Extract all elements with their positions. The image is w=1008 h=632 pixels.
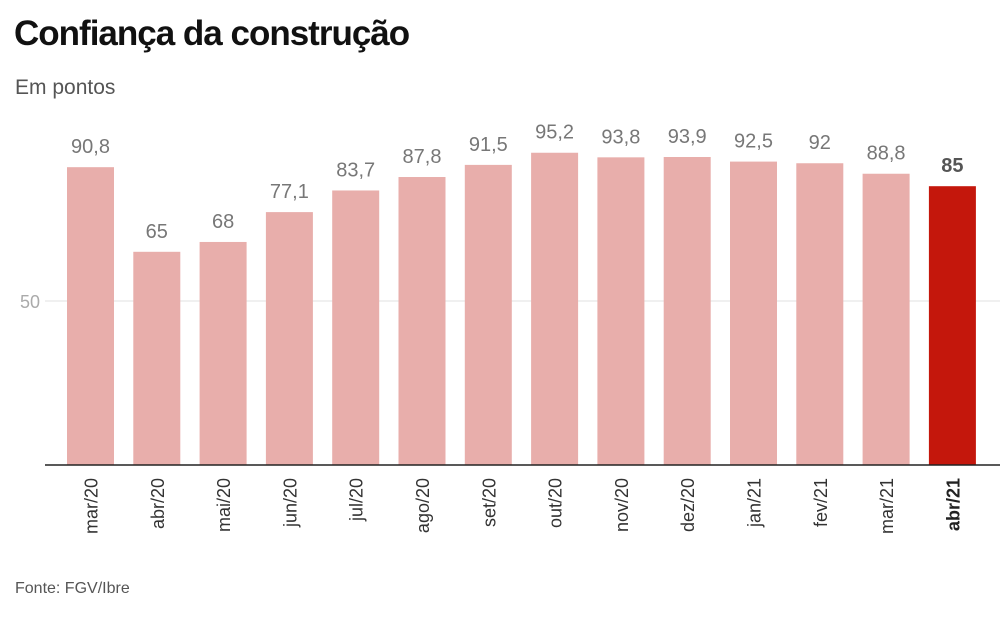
data-label: 90,8 xyxy=(71,136,110,158)
data-label: 91,5 xyxy=(469,134,508,156)
data-label: 92 xyxy=(809,132,831,154)
data-label: 68 xyxy=(212,211,234,233)
bar xyxy=(265,212,313,465)
bar xyxy=(398,177,446,466)
bar xyxy=(464,164,512,465)
bar xyxy=(928,186,976,465)
bar xyxy=(199,241,247,465)
bar xyxy=(730,161,777,465)
x-tick-label: ago/20 xyxy=(413,478,433,533)
data-label: 83,7 xyxy=(336,159,375,181)
bar xyxy=(133,251,181,465)
data-label: 95,2 xyxy=(535,122,574,144)
data-label: 65 xyxy=(146,221,168,243)
x-tick-label: set/20 xyxy=(479,478,499,527)
x-tick-label: abr/20 xyxy=(148,478,168,529)
x-tick-label: fev/21 xyxy=(811,478,831,527)
chart-subtitle: Em pontos xyxy=(15,76,116,99)
data-label: 93,9 xyxy=(668,126,707,148)
data-label: 93,8 xyxy=(601,126,640,148)
bar xyxy=(332,190,380,466)
bar xyxy=(67,167,114,465)
x-tick-label: abr/21 xyxy=(943,478,963,531)
x-tick-label: jan/21 xyxy=(745,478,765,528)
x-tick-label: dez/20 xyxy=(678,478,698,532)
x-tick-label: jun/20 xyxy=(280,478,300,528)
bar xyxy=(862,173,910,465)
data-label: 77,1 xyxy=(270,181,309,203)
x-tick-label: jul/20 xyxy=(347,478,367,522)
data-label: 88,8 xyxy=(867,143,906,165)
data-label: 85 xyxy=(941,155,963,177)
x-tick-label: nov/20 xyxy=(612,478,632,532)
chart-title: Confiança da construção xyxy=(14,14,410,53)
bar xyxy=(531,152,579,465)
x-tick-label: mar/21 xyxy=(877,478,897,534)
x-tick-label: mai/20 xyxy=(214,478,234,532)
x-tick-label: mar/20 xyxy=(82,478,102,534)
data-label: 92,5 xyxy=(734,131,773,153)
x-tick-label: out/20 xyxy=(546,478,566,528)
bar xyxy=(597,157,645,465)
bar xyxy=(663,157,711,465)
bar xyxy=(796,163,844,466)
y-tick-label: 50 xyxy=(20,292,40,312)
source-note: Fonte: FGV/Ibre xyxy=(15,580,130,597)
data-label: 87,8 xyxy=(403,146,442,168)
